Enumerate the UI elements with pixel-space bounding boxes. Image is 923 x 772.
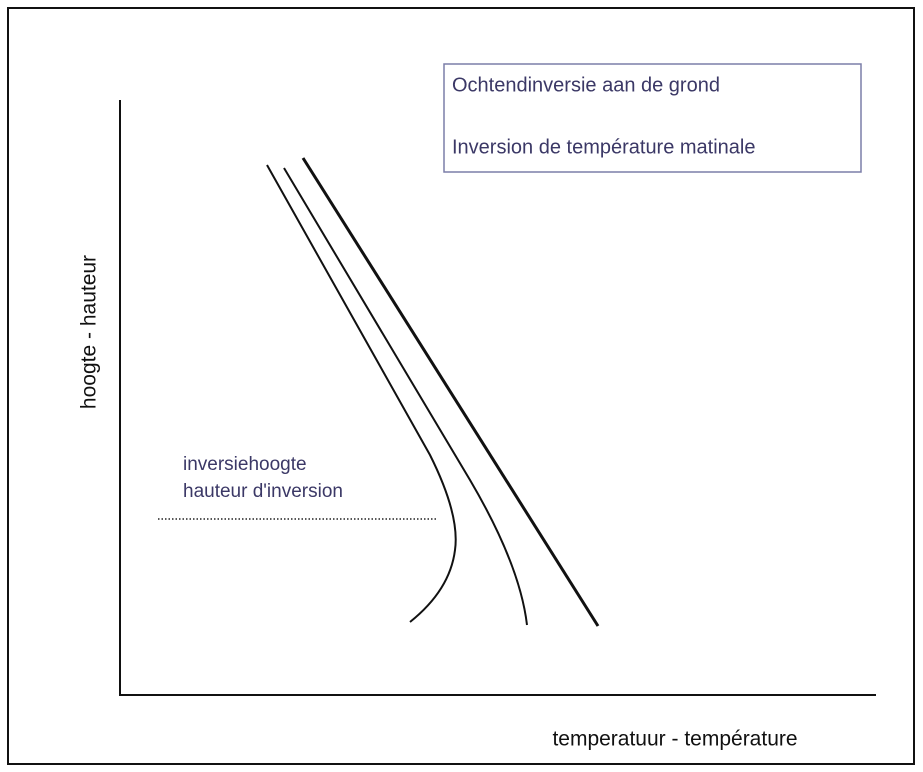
frame [7, 7, 915, 765]
profile-line [266, 164, 457, 623]
legend-line: Inversion de température matinale [452, 136, 756, 158]
annotation-line: hauteur d'inversion [183, 481, 343, 502]
legend-line: Ochtendinversie aan de grond [452, 74, 720, 96]
legend-box [443, 63, 862, 173]
profile-line [301, 157, 600, 627]
profile-line [283, 167, 528, 626]
y-axis-label: hoogte - hauteur [78, 255, 101, 409]
annotation-line: inversiehoogte [183, 454, 307, 475]
x-axis-label: temperatuur - température [552, 728, 797, 751]
